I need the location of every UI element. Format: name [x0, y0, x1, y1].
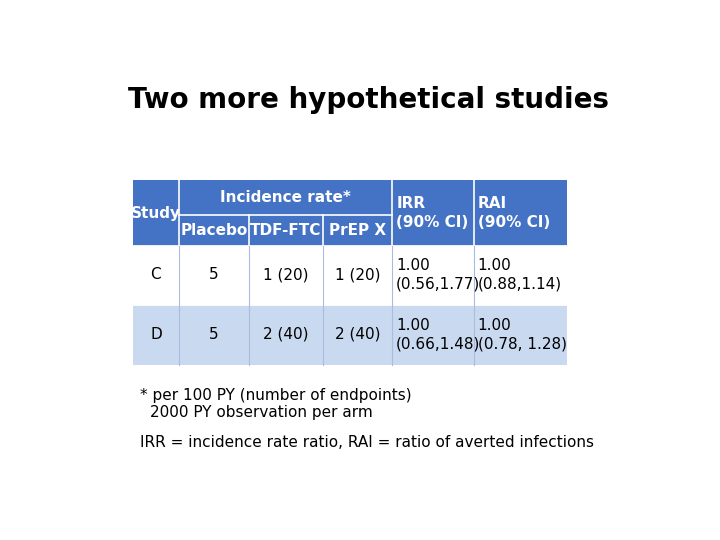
Bar	[132, 303, 567, 365]
Text: 1 (20): 1 (20)	[335, 267, 380, 282]
Text: D: D	[150, 327, 162, 342]
Text: 1 (20): 1 (20)	[263, 267, 308, 282]
Text: 5: 5	[210, 327, 219, 342]
Text: IRR = incidence rate ratio, RAI = ratio of averted infections: IRR = incidence rate ratio, RAI = ratio …	[140, 435, 595, 450]
Text: 1.00
(0.56,1.77): 1.00 (0.56,1.77)	[396, 258, 480, 292]
Text: 1.00
(0.88,1.14): 1.00 (0.88,1.14)	[477, 258, 562, 292]
Text: IRR
(90% CI): IRR (90% CI)	[396, 196, 469, 230]
Text: RAI
(90% CI): RAI (90% CI)	[477, 196, 550, 230]
Text: 2 (40): 2 (40)	[335, 327, 380, 342]
Text: 5: 5	[210, 267, 219, 282]
Text: 2 (40): 2 (40)	[263, 327, 308, 342]
Text: PrEP X: PrEP X	[329, 223, 386, 238]
Text: 2000 PY observation per arm: 2000 PY observation per arm	[150, 406, 372, 420]
Text: Incidence rate*: Incidence rate*	[220, 190, 351, 205]
Bar	[132, 180, 567, 246]
Text: * per 100 PY (number of endpoints): * per 100 PY (number of endpoints)	[140, 388, 412, 403]
Text: 1.00
(0.66,1.48): 1.00 (0.66,1.48)	[396, 318, 480, 351]
Text: C: C	[150, 267, 161, 282]
Text: Two more hypothetical studies: Two more hypothetical studies	[128, 86, 610, 114]
Text: Study: Study	[131, 206, 181, 220]
Text: Placebo: Placebo	[181, 223, 248, 238]
Text: 1.00
(0.78, 1.28): 1.00 (0.78, 1.28)	[477, 318, 567, 351]
Text: TDF-FTC: TDF-FTC	[250, 223, 321, 238]
Bar	[132, 246, 567, 303]
